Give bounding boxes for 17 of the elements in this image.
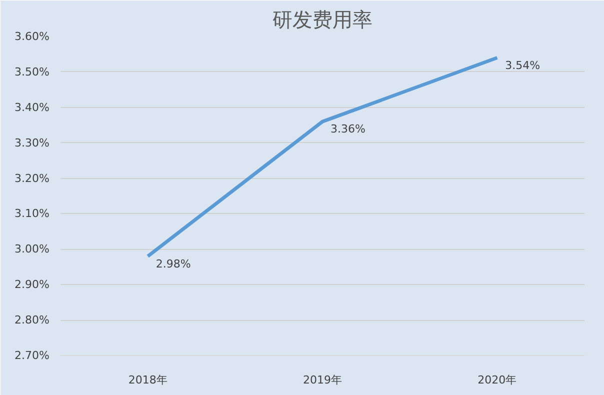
y-tick-label: 3.20% [14,172,50,185]
y-tick-label: 3.60% [14,30,50,43]
y-tick-label: 2.70% [14,349,50,362]
y-tick-label: 3.40% [14,100,50,114]
y-tick-label: 3.30% [14,136,50,150]
x-tick-label: 2019年 [303,374,342,386]
x-tick-label: 2018年 [128,374,168,386]
y-tick-label: 2.90% [14,278,50,292]
data-label: 2.98% [156,257,191,270]
data-label: 3.54% [505,58,540,72]
x-tick-label: 2020年 [478,374,517,386]
data-label: 3.36% [330,122,366,136]
y-tick-label: 3.10% [14,207,50,220]
y-tick-label: 2.80% [14,314,50,327]
y-tick-label: 3.00% [14,242,50,256]
y-tick-label: 3.50% [14,65,50,78]
chart-title: 研发费用率 [272,8,372,32]
